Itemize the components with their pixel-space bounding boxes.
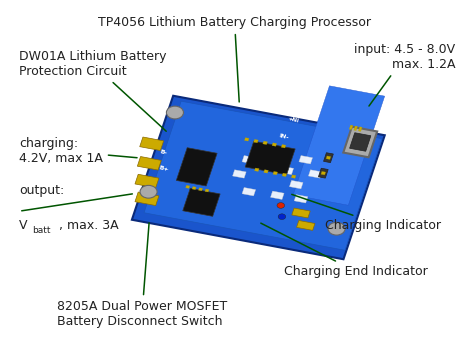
Polygon shape — [271, 191, 284, 200]
Polygon shape — [282, 173, 287, 176]
Polygon shape — [299, 155, 312, 164]
Polygon shape — [290, 180, 303, 189]
Polygon shape — [205, 189, 209, 192]
Polygon shape — [192, 186, 196, 190]
Polygon shape — [292, 175, 296, 178]
Polygon shape — [280, 166, 293, 175]
Polygon shape — [199, 188, 202, 191]
Polygon shape — [263, 141, 267, 144]
Polygon shape — [309, 170, 322, 178]
Polygon shape — [358, 127, 362, 131]
Circle shape — [328, 222, 345, 235]
Polygon shape — [326, 156, 331, 159]
Text: output:: output: — [19, 184, 64, 197]
Polygon shape — [186, 185, 190, 189]
Polygon shape — [144, 101, 382, 250]
Polygon shape — [321, 171, 326, 175]
Circle shape — [350, 142, 367, 155]
Polygon shape — [272, 143, 277, 146]
Polygon shape — [271, 152, 284, 160]
Polygon shape — [183, 189, 220, 216]
Polygon shape — [319, 168, 328, 178]
Polygon shape — [242, 187, 255, 196]
Polygon shape — [245, 141, 295, 175]
Polygon shape — [176, 148, 217, 186]
Polygon shape — [349, 125, 353, 130]
Circle shape — [140, 185, 157, 198]
Polygon shape — [293, 86, 385, 205]
Polygon shape — [245, 138, 249, 141]
Polygon shape — [350, 133, 371, 151]
Polygon shape — [137, 157, 161, 170]
Polygon shape — [135, 192, 159, 206]
Text: batt: batt — [32, 226, 51, 235]
Text: Charging Indicator: Charging Indicator — [292, 195, 441, 232]
Text: +NI: +NI — [287, 116, 299, 124]
Circle shape — [277, 203, 284, 208]
Text: V: V — [19, 219, 27, 232]
Polygon shape — [233, 170, 246, 178]
Polygon shape — [354, 126, 357, 131]
Polygon shape — [294, 195, 308, 203]
Polygon shape — [264, 170, 268, 173]
Circle shape — [166, 106, 183, 119]
Polygon shape — [292, 208, 310, 218]
Text: TP4056 Lithium Battery Charging Processor: TP4056 Lithium Battery Charging Processo… — [98, 16, 371, 102]
Polygon shape — [140, 137, 164, 151]
Polygon shape — [254, 140, 258, 143]
Circle shape — [278, 214, 286, 219]
Polygon shape — [343, 127, 377, 157]
Text: Charging End Indicator: Charging End Indicator — [261, 223, 428, 278]
Text: , max. 3A: , max. 3A — [59, 219, 119, 232]
Polygon shape — [281, 144, 286, 148]
Polygon shape — [273, 171, 277, 175]
Polygon shape — [255, 168, 259, 171]
Text: IN-: IN- — [278, 133, 289, 140]
Text: B-: B- — [159, 149, 168, 156]
Polygon shape — [242, 155, 255, 164]
Text: charging:
4.2V, max 1A: charging: 4.2V, max 1A — [19, 137, 137, 165]
Text: B+: B+ — [158, 165, 169, 172]
Polygon shape — [324, 153, 333, 163]
Polygon shape — [297, 220, 315, 230]
Text: 8205A Dual Power MOSFET
Battery Disconnect Switch: 8205A Dual Power MOSFET Battery Disconne… — [57, 223, 227, 328]
Polygon shape — [135, 174, 159, 188]
Polygon shape — [132, 96, 385, 259]
Text: input: 4.5 - 8.0V
max. 1.2A: input: 4.5 - 8.0V max. 1.2A — [354, 43, 455, 106]
Text: DW01A Lithium Battery
Protection Circuit: DW01A Lithium Battery Protection Circuit — [19, 50, 166, 131]
